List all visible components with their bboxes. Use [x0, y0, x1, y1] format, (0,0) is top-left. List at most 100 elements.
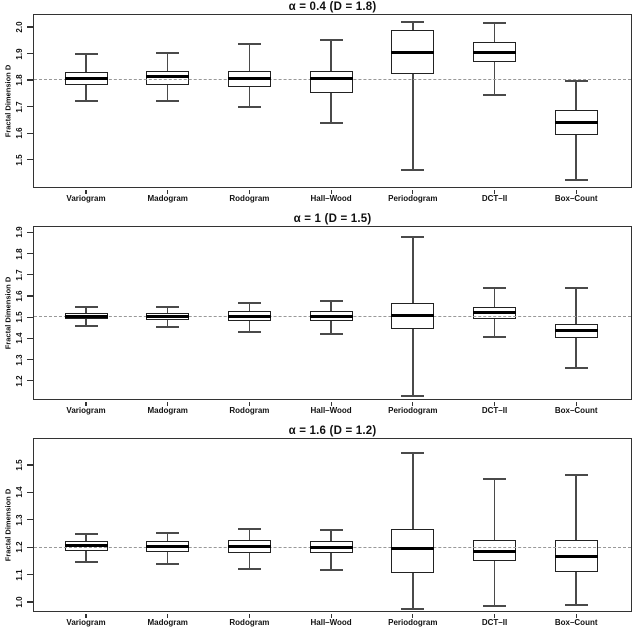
whisker-stem-lower	[85, 551, 87, 562]
whisker-stem-upper	[166, 52, 169, 72]
y-tick-label: 1.7	[14, 101, 24, 113]
y-tick-mark	[26, 316, 33, 318]
x-tick-mark	[85, 401, 87, 406]
whisker-cap-lower	[564, 603, 588, 606]
whisker-cap-upper	[319, 299, 343, 302]
whisker-stem-lower	[493, 62, 496, 96]
whisker-cap-lower	[74, 100, 98, 103]
y-tick-label: 1.1	[14, 569, 24, 581]
whisker-stem-lower	[248, 552, 251, 569]
y-tick-label: 1.6	[14, 127, 24, 139]
whisker-stem-lower	[412, 329, 414, 396]
x-tick-mark	[493, 613, 496, 618]
median-line	[473, 311, 516, 315]
y-tick-mark	[26, 519, 33, 521]
whisker-cap-upper	[401, 20, 425, 23]
y-tick-mark	[26, 274, 33, 276]
x-tick-mark	[248, 613, 250, 618]
whisker-cap-lower	[483, 336, 506, 339]
x-category-label: Hall–Wood	[310, 406, 352, 415]
y-tick-mark	[26, 359, 33, 361]
x-category-label: Periodogram	[388, 406, 438, 415]
y-tick-mark	[26, 231, 33, 233]
whisker-stem-upper	[575, 81, 577, 111]
median-line	[146, 544, 190, 548]
y-tick-mark	[26, 52, 33, 55]
x-category-label: Hall–Wood	[310, 618, 352, 627]
x-category-label: Hall–Wood	[310, 194, 352, 203]
whisker-stem-upper	[575, 474, 577, 541]
whisker-cap-upper	[401, 236, 425, 239]
whisker-cap-upper	[564, 80, 588, 83]
median-line	[473, 549, 516, 553]
median-line	[554, 329, 598, 333]
x-category-label: Periodogram	[388, 194, 438, 203]
whisker-stem-upper	[330, 300, 332, 311]
plot-frame: 1.2 1.3 1.4 1.5 1.6 1.7 1.8 1.9 Variogram Madogra…	[15, 226, 632, 415]
median-line	[309, 314, 353, 318]
median-line	[391, 50, 435, 54]
whisker-cap-upper	[483, 477, 506, 480]
x-tick-mark	[493, 189, 496, 194]
y-tick-label: 1.5	[14, 154, 24, 166]
x-tick-mark	[248, 401, 250, 406]
whisker-cap-upper	[74, 52, 98, 55]
whisker-stem-lower	[166, 551, 169, 564]
y-axis-label: Fractal Dimension D	[3, 488, 13, 562]
median-line	[227, 314, 271, 318]
panel-title: α = 1.6 (D = 1.2)	[288, 425, 377, 437]
y-tick-mark	[26, 337, 33, 339]
box-periodogram	[391, 529, 435, 574]
whisker-stem-lower	[330, 320, 332, 335]
y-tick-label: 1.6	[14, 290, 24, 302]
whisker-cap-upper	[237, 301, 261, 304]
whisker-stem-upper	[493, 288, 496, 307]
whisker-stem-lower	[85, 319, 87, 327]
whisker-stem-lower	[493, 560, 496, 607]
y-tick-mark	[26, 295, 33, 297]
x-tick-mark	[85, 189, 87, 194]
x-category-label: Rodogram	[229, 406, 270, 415]
whisker-cap-lower	[237, 330, 261, 333]
whisker-cap-lower	[483, 94, 506, 97]
whisker-cap-lower	[237, 567, 261, 570]
y-tick-mark	[26, 601, 33, 603]
whisker-cap-lower	[156, 562, 180, 565]
y-tick-label: 1.4	[14, 332, 24, 344]
whisker-cap-lower	[74, 325, 98, 328]
y-tick-label: 1.8	[14, 247, 24, 260]
y-tick-mark	[26, 79, 33, 81]
y-tick-mark	[26, 546, 33, 548]
whisker-stem-upper	[493, 22, 496, 42]
x-category-label: Periodogram	[388, 618, 438, 627]
whisker-stem-upper	[248, 302, 251, 312]
panel-title: α = 1 (D = 1.5)	[293, 213, 372, 225]
whisker-cap-upper	[237, 42, 261, 45]
y-tick-label: 1.7	[14, 269, 24, 281]
whisker-cap-lower	[483, 605, 506, 608]
x-tick-mark	[330, 401, 332, 406]
median-line	[146, 75, 190, 79]
y-tick-label: 1.5	[14, 311, 24, 323]
x-tick-mark	[575, 613, 577, 618]
median-line	[554, 121, 598, 125]
whisker-cap-upper	[74, 305, 98, 308]
x-category-label: DCT–II	[481, 406, 508, 415]
y-tick-mark	[26, 574, 33, 576]
median-line	[391, 313, 435, 317]
y-tick-mark	[26, 380, 33, 382]
whisker-cap-upper	[156, 305, 180, 308]
whisker-cap-lower	[156, 326, 180, 329]
x-category-label: Box–Count	[554, 194, 598, 203]
whisker-cap-lower	[401, 394, 425, 397]
x-tick-mark	[167, 613, 169, 618]
x-category-label: Madogram	[147, 406, 188, 415]
x-category-label: Madogram	[147, 618, 188, 627]
plot-frame: 1.0 1.1 1.2 1.3 1.4 1.5 Variogram Madogram Rodog…	[15, 438, 632, 627]
x-tick-mark	[575, 189, 577, 194]
whisker-cap-lower	[401, 169, 425, 172]
whisker-cap-upper	[564, 473, 588, 476]
whisker-cap-lower	[564, 367, 588, 370]
whisker-stem-lower	[575, 571, 577, 605]
y-tick-mark	[26, 252, 33, 255]
